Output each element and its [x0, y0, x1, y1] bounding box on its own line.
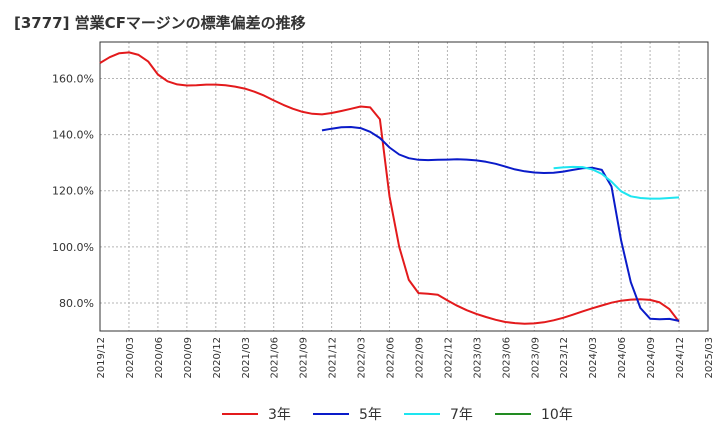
- x-tick-label: 2022/03: [357, 337, 368, 379]
- legend-swatch-3y: [222, 413, 258, 415]
- x-tick-label: 2023/06: [501, 337, 512, 379]
- y-tick-label: 80.0%: [59, 297, 94, 310]
- legend-swatch-7y: [404, 413, 440, 415]
- y-tick-label: 140.0%: [52, 129, 94, 142]
- legend: 3年 5年 7年 10年: [0, 402, 720, 432]
- x-tick-label: 2023/03: [472, 337, 483, 379]
- x-tick-label: 2021/06: [270, 337, 281, 379]
- x-tick-label: 2023/09: [530, 337, 541, 379]
- x-tick-label: 2025/03: [704, 337, 715, 379]
- chart-plot: 80.0% 100.0% 120.0% 140.0% 160.0% 2019/12 202…: [52, 41, 715, 379]
- legend-label-10y: 10年: [541, 407, 573, 423]
- y-tick-label: 100.0%: [52, 241, 94, 254]
- x-tick-label: 2019/12: [96, 337, 107, 379]
- x-tick-label: 2020/09: [183, 337, 194, 379]
- legend-label-5y: 5年: [359, 407, 382, 423]
- x-tick-label: 2020/06: [154, 337, 165, 379]
- grid-lines: [100, 42, 708, 331]
- y-axis-ticks: 80.0% 100.0% 120.0% 140.0% 160.0%: [52, 72, 94, 309]
- x-tick-label: 2021/09: [299, 337, 310, 379]
- chart-title: [3777] 営業CFマージンの標準偏差の推移: [14, 14, 306, 32]
- y-tick-label: 120.0%: [52, 185, 94, 198]
- x-tick-label: 2020/03: [125, 337, 136, 379]
- x-tick-label: 2022/06: [386, 337, 397, 379]
- legend-item-3y: 3年: [222, 402, 291, 426]
- x-tick-label: 2023/12: [559, 337, 570, 379]
- x-tick-label: 2022/12: [443, 337, 454, 379]
- x-axis-ticks: 2019/12 2020/03 2020/06 2020/09 2020/12 2021/…: [96, 337, 715, 379]
- series-lines: [99, 51, 680, 325]
- legend-label-3y: 3年: [268, 407, 291, 423]
- x-tick-label: 2024/06: [617, 337, 628, 379]
- x-tick-label: 2021/12: [328, 337, 339, 379]
- plot-frame: [99, 41, 709, 332]
- legend-swatch-10y: [495, 413, 531, 415]
- x-tick-label: 2021/03: [241, 337, 252, 379]
- legend-item-5y: 5年: [313, 402, 382, 426]
- x-tick-label: 2024/12: [675, 337, 686, 379]
- legend-item-10y: 10年: [495, 402, 573, 426]
- series-line-2: [553, 165, 680, 200]
- legend-label-7y: 7年: [450, 407, 473, 423]
- x-tick-label: 2024/09: [646, 337, 657, 379]
- x-tick-label: 2020/12: [212, 337, 223, 379]
- series-line-1: [321, 126, 680, 322]
- y-tick-label: 160.0%: [52, 72, 94, 85]
- x-tick-label: 2024/03: [588, 337, 599, 379]
- series-line-0: [99, 51, 680, 325]
- legend-item-7y: 7年: [404, 402, 473, 426]
- legend-swatch-5y: [313, 413, 349, 415]
- x-tick-label: 2022/09: [414, 337, 425, 379]
